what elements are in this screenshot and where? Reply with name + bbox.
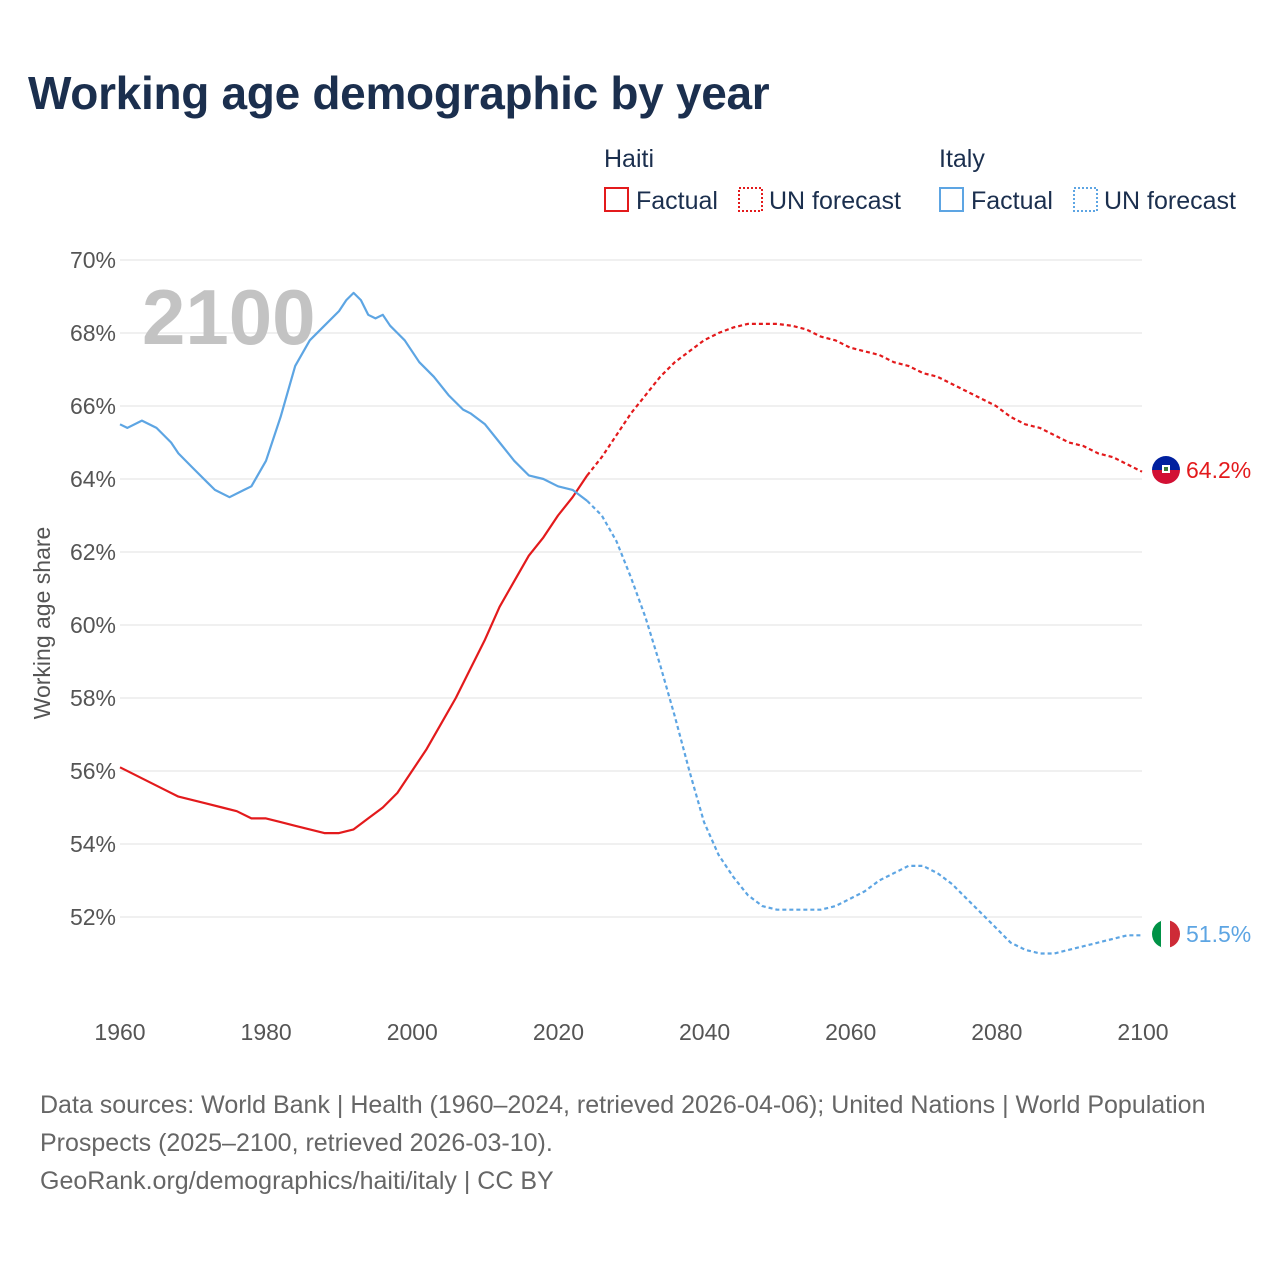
legend-italy-forecast-label: UN forecast xyxy=(1104,187,1236,215)
legend: Haiti Factual UN forecast Italy Factual … xyxy=(604,145,1236,215)
legend-haiti-forecast-label: UN forecast xyxy=(769,187,901,215)
x-tick-label: 2060 xyxy=(825,1019,876,1045)
x-axis-ticks: 1960 1980 2000 2020 2040 2060 2080 2100 xyxy=(94,1019,1168,1045)
x-tick-label: 2080 xyxy=(971,1019,1022,1045)
x-tick-label: 2100 xyxy=(1117,1019,1168,1045)
y-tick-label: 70% xyxy=(70,247,116,273)
credit-text: GeoRank.org/demographics/haiti/italy | C… xyxy=(40,1167,554,1195)
chart-title: Working age demographic by year xyxy=(28,67,770,119)
year-watermark: 2100 xyxy=(142,273,316,361)
y-tick-label: 60% xyxy=(70,612,116,638)
y-axis-ticks: 52% 54% 56% 58% 60% 62% 64% 66% 68% 70% xyxy=(70,247,116,930)
chart-area: Haiti Factual UN forecast Italy Factual … xyxy=(29,145,1251,1045)
gridlines xyxy=(120,259,1142,918)
y-tick-label: 58% xyxy=(70,685,116,711)
italy-factual-line xyxy=(119,291,588,502)
legend-group-italy-title: Italy xyxy=(939,145,985,173)
legend-group-haiti-title: Haiti xyxy=(604,145,654,173)
y-tick-label: 62% xyxy=(70,539,116,565)
x-tick-label: 2020 xyxy=(533,1019,584,1045)
series-layer xyxy=(119,291,1143,955)
haiti-flag-icon xyxy=(1152,456,1180,484)
y-tick-label: 56% xyxy=(70,758,116,784)
x-tick-label: 2000 xyxy=(387,1019,438,1045)
y-tick-label: 52% xyxy=(70,904,116,930)
legend-italy-factual-label: Factual xyxy=(971,187,1053,215)
x-tick-label: 1960 xyxy=(94,1019,145,1045)
haiti-forecast-line xyxy=(586,322,1143,477)
x-tick-label: 2040 xyxy=(679,1019,730,1045)
y-axis-title: Working age share xyxy=(29,527,55,720)
legend-haiti-forecast-swatch xyxy=(738,187,763,212)
legend-haiti-factual-label: Factual xyxy=(636,187,718,215)
italy-flag-icon xyxy=(1152,920,1180,948)
footer: Data sources: World Bank | Health (1960–… xyxy=(40,1086,1220,1200)
italy-end-value-label: 51.5% xyxy=(1186,921,1251,947)
italy-forecast-line xyxy=(586,500,1142,955)
legend-haiti-factual-swatch xyxy=(604,187,629,212)
haiti-factual-line xyxy=(119,474,589,835)
haiti-end-value-label: 64.2% xyxy=(1186,457,1251,483)
y-tick-label: 54% xyxy=(70,831,116,857)
legend-italy-factual-swatch xyxy=(939,187,964,212)
data-sources-text: Data sources: World Bank | Health (1960–… xyxy=(40,1091,1206,1157)
y-tick-label: 66% xyxy=(70,393,116,419)
x-tick-label: 1980 xyxy=(241,1019,292,1045)
y-tick-label: 68% xyxy=(70,320,116,346)
y-tick-label: 64% xyxy=(70,466,116,492)
legend-italy-forecast-swatch xyxy=(1073,187,1098,212)
